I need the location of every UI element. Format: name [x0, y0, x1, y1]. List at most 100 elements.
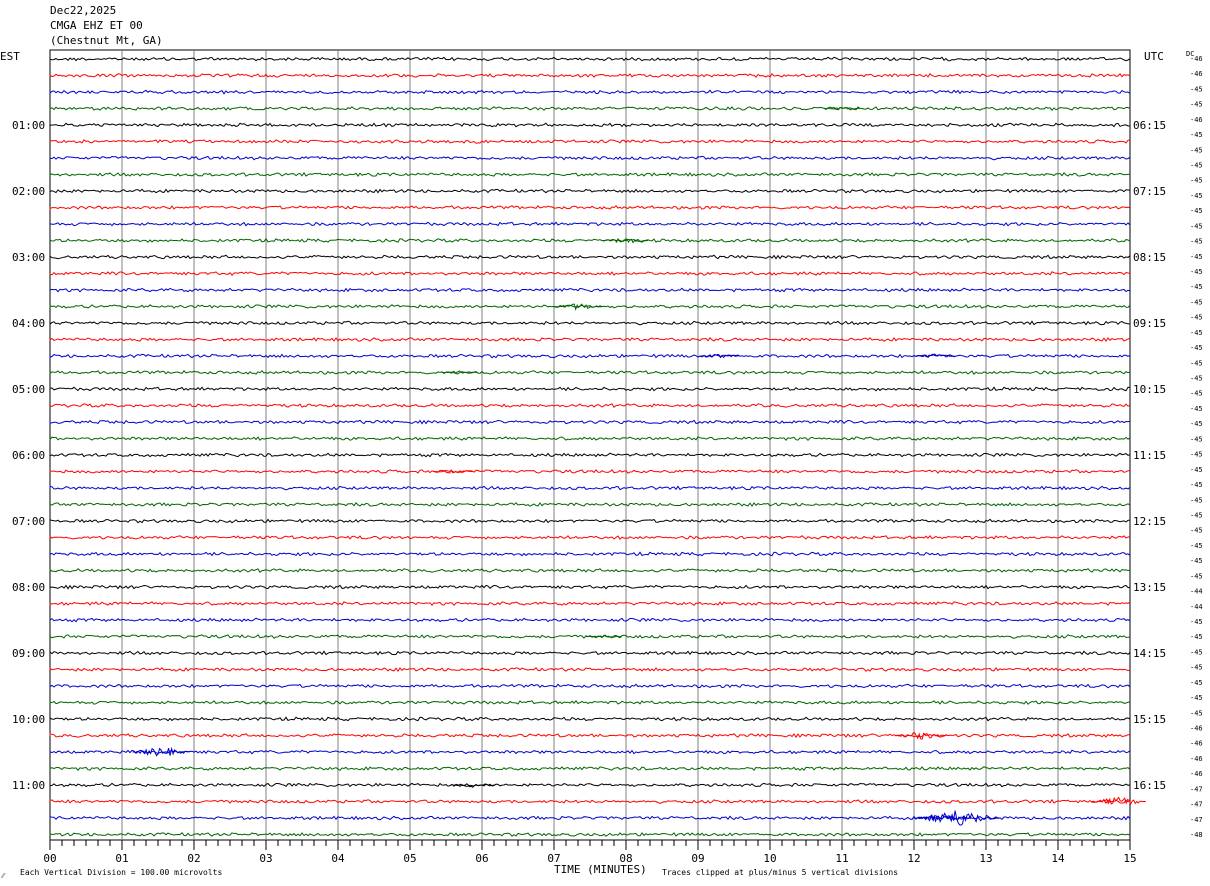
seismic-trace-red — [49, 403, 1131, 408]
x-tick-label: 09 — [691, 852, 704, 865]
utc-hour-label: 09:15 — [1133, 317, 1166, 330]
seismic-trace-green — [49, 370, 1131, 376]
dc-offset-value: -45 — [1190, 420, 1203, 428]
x-tick-label: 01 — [115, 852, 128, 865]
dc-offset-value: -45 — [1190, 162, 1203, 170]
seismic-trace-black — [49, 254, 1131, 260]
seismic-trace-blue — [49, 419, 1131, 425]
dc-offset-value: -46 — [1190, 724, 1203, 732]
grid-lines — [49, 50, 1131, 850]
seismic-event — [823, 106, 860, 111]
seismic-trace-blue — [49, 617, 1131, 623]
seismic-trace-green — [49, 831, 1131, 837]
est-hour-label: 10:00 — [12, 713, 45, 726]
seismic-trace-red — [49, 733, 1131, 739]
seismic-trace-red — [49, 535, 1131, 541]
seismic-trace-red — [49, 601, 1131, 607]
dc-offset-value: -45 — [1190, 222, 1203, 230]
dc-offset-value: -45 — [1190, 664, 1203, 672]
dc-offset-value: -44 — [1190, 603, 1203, 611]
dc-offset-value: -45 — [1190, 648, 1203, 656]
dc-offset-value: -46 — [1190, 70, 1203, 78]
utc-hour-label: 11:15 — [1133, 449, 1166, 462]
seismic-trace-blue — [49, 485, 1131, 491]
seismic-event — [132, 746, 190, 757]
x-tick-label: 02 — [187, 852, 200, 865]
dc-offset-value: -45 — [1190, 146, 1203, 154]
x-tick-label: 10 — [763, 852, 776, 865]
x-tick-label: 15 — [1123, 852, 1136, 865]
seismic-trace-black — [49, 56, 1131, 62]
est-hour-label: 04:00 — [12, 317, 45, 330]
header-date: Dec22,2025 — [50, 4, 117, 17]
dc-offset-value: -45 — [1190, 390, 1203, 398]
utc-hour-label: 10:15 — [1133, 383, 1166, 396]
seismic-trace-red — [49, 666, 1131, 673]
dc-offset-value: -46 — [1190, 755, 1203, 763]
x-tick-label: 03 — [259, 852, 272, 865]
corner-mark: ⁄⁄ — [0, 872, 6, 880]
dc-offset-value: -46 — [1190, 770, 1203, 778]
x-tick-label: 14 — [1051, 852, 1065, 865]
seismic-event — [699, 353, 739, 359]
dc-offset-value: -45 — [1190, 283, 1203, 291]
utc-label: UTC — [1144, 50, 1164, 63]
dc-offset-value: -45 — [1190, 633, 1203, 641]
seismic-trace-black — [49, 188, 1131, 194]
dc-offset-value: -45 — [1190, 238, 1203, 246]
dc-offset-value: -45 — [1190, 268, 1203, 276]
utc-hour-label: 07:15 — [1133, 185, 1166, 198]
seismic-trace-blue — [49, 353, 1131, 359]
x-tick-label: 06 — [475, 852, 488, 865]
dc-offset-value: -45 — [1190, 694, 1203, 702]
seismic-trace-blue — [49, 683, 1131, 689]
dc-offset-value: -45 — [1190, 496, 1203, 504]
dc-offset-value: -45 — [1190, 253, 1203, 261]
clip-note: Traces clipped at plus/minus 5 vertical … — [662, 868, 898, 877]
seismic-event — [1091, 796, 1146, 805]
x-tick-label: 12 — [907, 852, 920, 865]
utc-hour-label: 08:15 — [1133, 251, 1166, 264]
x-tick-label: 04 — [331, 852, 345, 865]
x-tick-label: 08 — [619, 852, 632, 865]
est-hour-label: 08:00 — [12, 581, 45, 594]
seismic-trace-black — [49, 452, 1131, 458]
dc-offset-value: -45 — [1190, 85, 1203, 93]
utc-hour-label: 12:15 — [1133, 515, 1166, 528]
dc-offset-value: -45 — [1190, 405, 1203, 413]
seismic-trace-blue — [49, 221, 1131, 227]
x-tick-label: 11 — [835, 852, 848, 865]
seismic-event — [917, 810, 999, 826]
seismic-trace-red — [49, 139, 1131, 144]
traces — [49, 56, 1131, 837]
dc-offset-value: -45 — [1190, 709, 1203, 717]
dc-offset-value: -47 — [1190, 801, 1203, 809]
seismic-trace-black — [49, 716, 1131, 722]
seismic-trace-blue — [49, 287, 1131, 293]
dc-offset-value: -45 — [1190, 359, 1203, 367]
seismic-trace-black — [49, 320, 1131, 326]
est-hour-label: 02:00 — [12, 185, 45, 198]
trace-events — [132, 106, 1146, 826]
dc-offset-value: -45 — [1190, 375, 1203, 383]
est-hour-label: 11:00 — [12, 779, 45, 792]
seismic-trace-green — [49, 106, 1131, 111]
utc-hour-label: 15:15 — [1133, 713, 1166, 726]
est-hour-label: 01:00 — [12, 119, 45, 132]
dc-offset-value: -45 — [1190, 131, 1203, 139]
utc-hour-label: 13:15 — [1133, 581, 1166, 594]
seismic-trace-green — [49, 304, 1131, 309]
seismic-trace-blue — [49, 155, 1131, 161]
x-tick-label: 07 — [547, 852, 560, 865]
dc-offset-value: -45 — [1190, 435, 1203, 443]
dc-offset-value: -45 — [1190, 344, 1203, 352]
axis-labels: 00 01 02 03 04 05 06 07 08 09 10 11 12 13 14 15 01:00 02:… — [12, 55, 1203, 865]
dc-offset-value: -45 — [1190, 557, 1203, 565]
seismic-trace-green — [49, 700, 1131, 706]
seismic-event — [433, 468, 473, 474]
dc-offset-value: -44 — [1190, 588, 1203, 596]
seismic-trace-black — [49, 518, 1131, 524]
x-axis-title: TIME (MINUTES) — [554, 863, 647, 876]
dc-offset-value: -45 — [1190, 466, 1203, 474]
